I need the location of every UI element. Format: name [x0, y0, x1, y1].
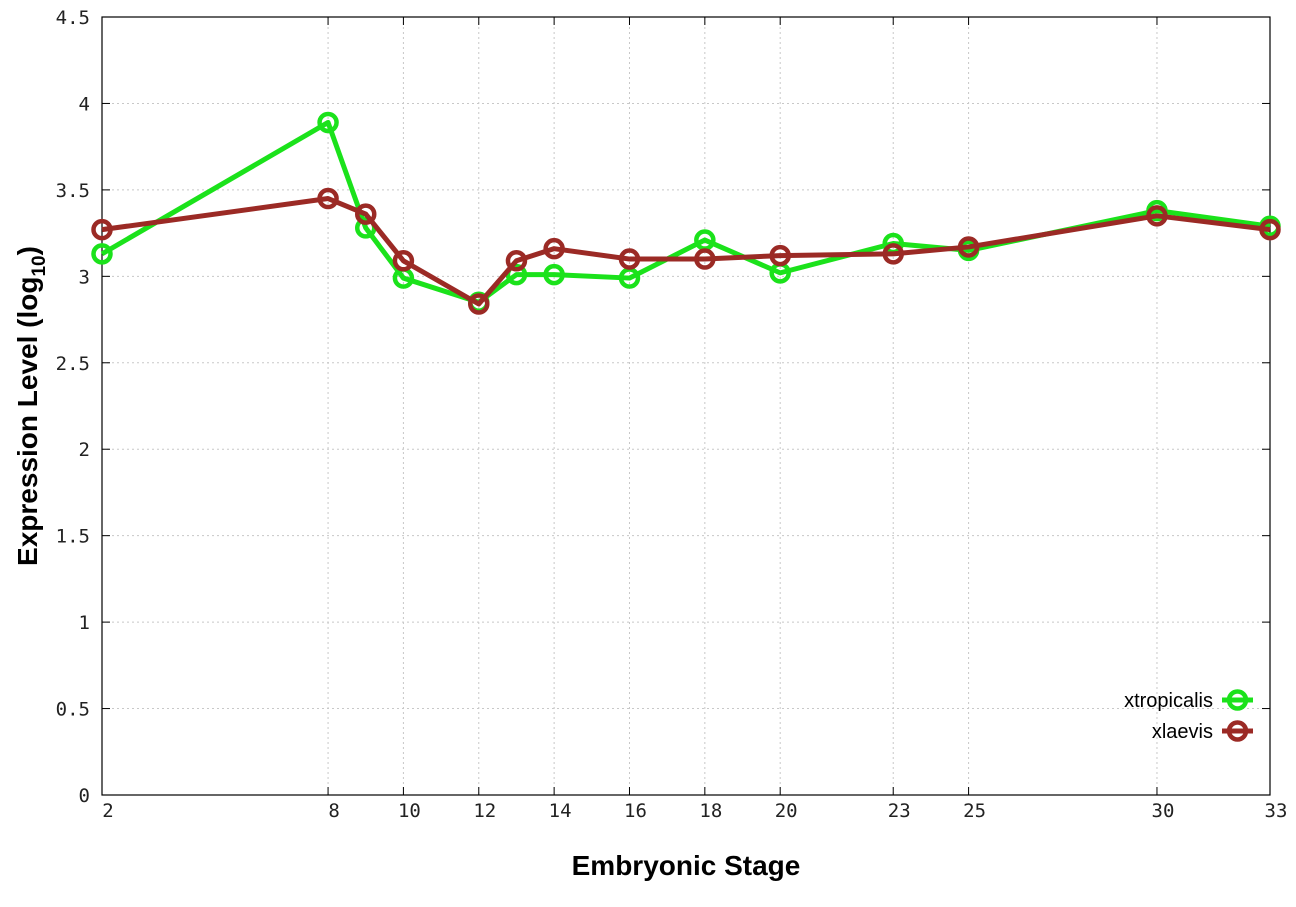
- legend: xtropicalis xlaevis: [1124, 689, 1253, 743]
- y-tick-label: 1: [79, 612, 90, 634]
- y-tick-label: 3: [79, 266, 90, 288]
- y-tick-label: 4.5: [56, 7, 90, 29]
- x-axis-title: Embryonic Stage: [572, 850, 801, 881]
- y-tick-label: 2: [79, 439, 90, 461]
- x-tick-label: 23: [888, 800, 911, 822]
- x-tick-label: 2: [102, 800, 113, 822]
- data-point: [505, 263, 528, 286]
- x-tick-label: 16: [624, 800, 647, 822]
- x-tick-label: 10: [398, 800, 421, 822]
- plot-frame: [101, 16, 1271, 796]
- data-point: [317, 187, 339, 210]
- grid: [102, 17, 1270, 795]
- y-axis-title: Expression Level (log10): [12, 246, 50, 566]
- series-line: [100, 119, 1271, 305]
- x-tick-label: 20: [775, 800, 798, 822]
- legend-marker: [1226, 720, 1249, 742]
- data-point: [468, 293, 490, 315]
- data-point: [694, 248, 716, 270]
- x-tick-label: 14: [549, 800, 572, 822]
- ticks: 2 8 10 12 14 16 18 20 23 25 30 33 0 0.5 1 1.5 2 2.5 3 3.5 4 4…: [56, 7, 1288, 822]
- y-axis-title-subscript: 10: [29, 255, 50, 276]
- y-tick-label: 4: [79, 93, 90, 115]
- data-point: [354, 203, 377, 225]
- series-xtropicalis: [91, 111, 1281, 314]
- x-tick-label: 8: [328, 800, 339, 822]
- data-point: [505, 250, 528, 272]
- legend-marker: [1226, 689, 1249, 711]
- data-point: [91, 218, 113, 241]
- data-point: [1259, 218, 1281, 241]
- y-tick-label: 0: [79, 785, 90, 807]
- x-tick-label: 12: [473, 800, 496, 822]
- data-point: [1146, 205, 1168, 227]
- series-xlaevis: [91, 187, 1281, 315]
- x-tick-label: 25: [963, 800, 986, 822]
- y-tick-label: 0.5: [56, 699, 90, 721]
- data-point: [91, 243, 113, 265]
- y-axis-title-main: Expression Level (log: [12, 277, 43, 566]
- legend-item: xtropicalis: [1124, 689, 1253, 712]
- x-tick-label: 18: [699, 800, 722, 822]
- series-layer: [91, 111, 1281, 315]
- data-point: [957, 236, 980, 258]
- data-point: [769, 244, 791, 267]
- y-tick-label: 2.5: [56, 353, 90, 375]
- x-tick-label: 33: [1265, 800, 1288, 822]
- legend-label: xtropicalis: [1124, 690, 1213, 712]
- legend-label: xlaevis: [1152, 721, 1213, 743]
- y-tick-label: 3.5: [56, 180, 90, 202]
- y-tick-label: 1.5: [56, 526, 90, 548]
- data-point: [543, 237, 565, 260]
- data-point: [392, 250, 415, 272]
- data-point: [543, 263, 565, 286]
- y-axis-title-close: ): [12, 246, 43, 255]
- legend-item: xlaevis: [1152, 720, 1253, 743]
- data-point: [618, 248, 641, 270]
- x-tick-label: 30: [1152, 800, 1175, 822]
- data-point: [317, 111, 339, 134]
- data-point: [882, 243, 904, 265]
